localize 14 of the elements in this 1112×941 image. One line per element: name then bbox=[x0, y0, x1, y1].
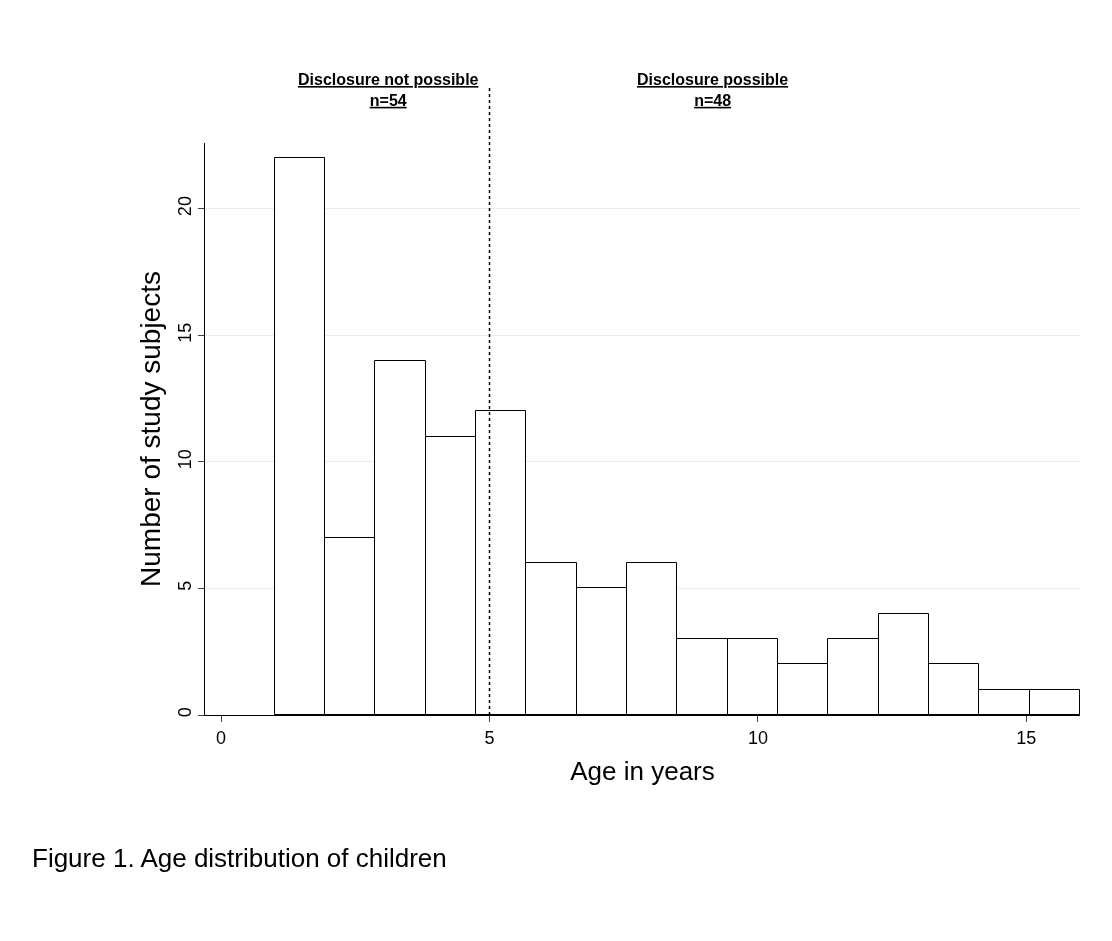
y-axis-title: Number of study subjects bbox=[135, 271, 167, 587]
x-tick-label: 0 bbox=[216, 727, 227, 748]
text: Disclosure possible n=48 bbox=[637, 71, 789, 109]
y-tick-label: 20 bbox=[174, 196, 195, 217]
y-tick-label: 5 bbox=[174, 580, 195, 591]
x-tick-label: 5 bbox=[484, 727, 495, 748]
x-axis-title: Age in years bbox=[570, 756, 715, 787]
y-tick-label: 15 bbox=[174, 322, 195, 343]
text: Disclosure not possible n=54 bbox=[298, 71, 479, 109]
caption: Figure 1. Age distribution of children bbox=[32, 843, 447, 873]
x-tick-label: 10 bbox=[747, 727, 768, 748]
x-tick-label: 15 bbox=[1016, 727, 1037, 748]
y-tick-label: 0 bbox=[174, 707, 195, 718]
y-tick-label: 10 bbox=[174, 449, 195, 470]
